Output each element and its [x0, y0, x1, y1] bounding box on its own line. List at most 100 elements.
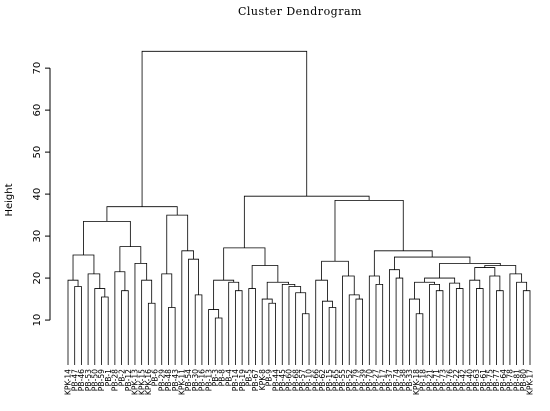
merge: [474, 267, 496, 281]
leaf-label: PB-48: [164, 369, 173, 391]
leaf-label: PB-64: [499, 369, 508, 391]
leaf-label: PB-22: [452, 369, 461, 391]
merge: [509, 273, 523, 365]
leaf-label: PB-44: [271, 369, 280, 391]
leaf-label: PB-18: [419, 369, 428, 391]
merge: [67, 279, 79, 365]
merge: [74, 286, 82, 365]
leaf-label: PB-39: [358, 369, 367, 391]
merge: [328, 307, 337, 365]
leaf-label: PB-67: [251, 369, 260, 391]
leaf-label: PB-61: [479, 369, 488, 391]
merge: [141, 50, 308, 207]
merge: [213, 279, 235, 310]
leaf-label: KPK-11: [178, 369, 187, 395]
merge: [414, 281, 435, 300]
merge: [288, 286, 302, 365]
merge: [168, 307, 176, 365]
merge: [106, 206, 178, 222]
merge: [194, 294, 203, 365]
merge: [321, 260, 349, 281]
y-axis-label: Height: [4, 183, 15, 216]
merge: [368, 275, 380, 365]
leaf-label: KPK-17: [526, 369, 535, 395]
merge: [166, 214, 189, 274]
leaf-label: PB-27: [372, 369, 381, 391]
leaf-label: PB-38: [398, 369, 407, 391]
leaf-label: PB-9: [265, 369, 274, 387]
leaf-label: PB-4: [224, 369, 233, 387]
leaf-label: PB-6: [151, 369, 160, 387]
leaf-label: PB-50: [90, 369, 99, 391]
leaf-label: PB-42: [459, 369, 468, 391]
leaf-label: PB-21: [425, 369, 434, 391]
leaf-label: PB-30: [191, 369, 200, 391]
merge: [188, 258, 199, 365]
leaf-label: PB-43: [171, 369, 180, 391]
merge: [409, 298, 420, 365]
leaf-label: PB-53: [84, 369, 93, 391]
merge: [295, 292, 307, 365]
merge: [281, 283, 296, 365]
leaf-label: PB-77: [492, 369, 501, 391]
y-tick-label: 30: [32, 230, 43, 243]
y-tick-label: 10: [32, 314, 43, 327]
merge: [141, 279, 153, 365]
merge: [455, 288, 464, 365]
leaf-label: PB-5: [244, 369, 253, 387]
leaf-label: PB-60: [285, 369, 294, 391]
merge: [469, 279, 481, 365]
merge: [315, 279, 328, 365]
leaf-label: PB-45: [278, 369, 287, 391]
leaf-label: PB-10: [305, 369, 314, 391]
leaf-label: PB-3: [211, 369, 220, 387]
merge: [484, 265, 517, 274]
leaf-label: PB-68: [291, 369, 300, 391]
chart-title: Cluster Dendrogram: [238, 5, 362, 18]
leaf-label: PB-13: [204, 369, 213, 391]
merge: [373, 250, 433, 276]
leaf-label: PB-33: [405, 369, 414, 391]
merge: [334, 200, 404, 262]
leaf-label: KPK-15: [137, 369, 146, 395]
leaf-label: PB-14: [231, 369, 240, 391]
merge: [161, 273, 173, 365]
merge: [266, 281, 289, 300]
leaf-label: PB-15: [325, 369, 334, 391]
merge: [121, 290, 129, 365]
y-tick-label: 50: [32, 146, 43, 159]
merge: [348, 294, 360, 365]
merge: [522, 290, 531, 365]
merge: [301, 313, 310, 365]
merge: [342, 275, 355, 365]
leaf-label: PB-55: [338, 369, 347, 391]
leaf-label: PB-63: [472, 369, 481, 391]
leaf-label: KPK-14: [64, 369, 73, 395]
merge: [208, 309, 220, 365]
leaf-label: PB-29: [157, 369, 166, 391]
merge: [119, 246, 142, 272]
merge: [134, 262, 148, 365]
leaf-label: PB-59: [97, 369, 106, 391]
merge: [496, 290, 504, 365]
leaf-label: PB-66: [311, 369, 320, 391]
merge: [94, 288, 106, 365]
leaf-label: PB-52: [345, 369, 354, 391]
leaf-label: KPK-16: [144, 369, 153, 395]
leaf-label: PB-76: [445, 369, 454, 391]
merge: [516, 281, 528, 365]
leaf-label: PB-40: [465, 369, 474, 391]
leaf-label: PB-8: [218, 369, 227, 387]
y-tick-label: 40: [32, 188, 43, 201]
leaf-label: PB-28: [111, 369, 120, 391]
merge: [394, 256, 471, 270]
merge: [234, 290, 243, 365]
y-tick-label: 20: [32, 272, 43, 285]
merge: [449, 282, 461, 365]
merge: [228, 281, 240, 365]
merge: [87, 273, 101, 365]
leaf-label: PB-73: [439, 369, 448, 391]
leaf-label: KPK-13: [131, 369, 140, 395]
leaf-label: PB-2: [117, 369, 126, 387]
